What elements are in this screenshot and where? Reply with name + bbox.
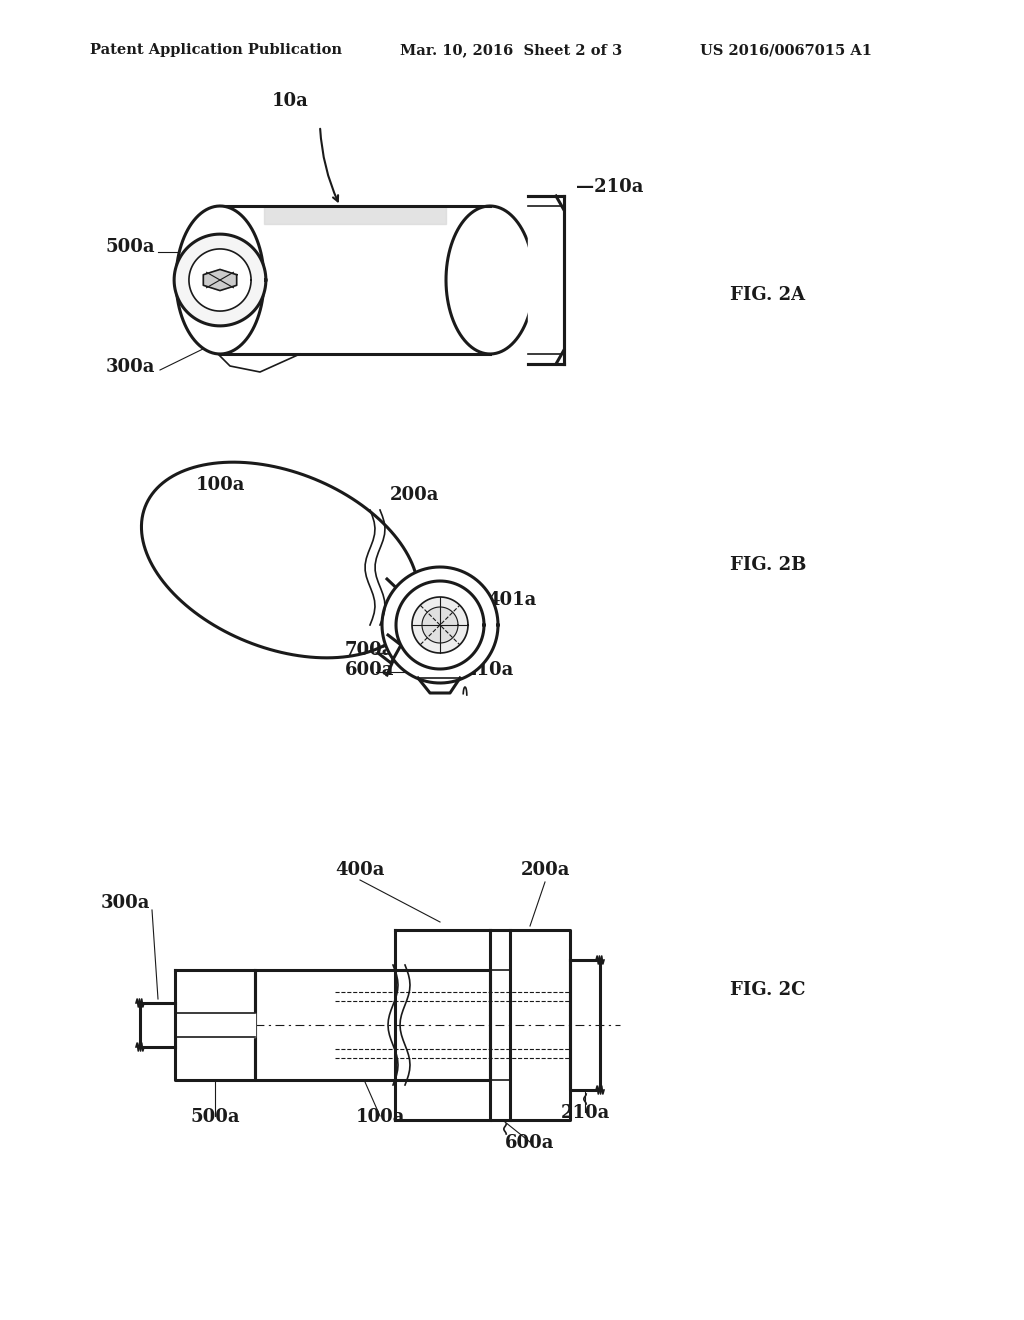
Text: 600a: 600a [345,661,394,678]
Polygon shape [382,568,498,682]
Text: FIG. 2B: FIG. 2B [730,556,806,574]
Text: 400a: 400a [335,861,385,879]
Text: 500a: 500a [105,238,155,256]
Polygon shape [204,269,237,290]
Polygon shape [446,206,534,354]
Polygon shape [255,970,490,1080]
Polygon shape [141,462,419,657]
Polygon shape [175,970,255,1080]
Text: 500a: 500a [190,1107,240,1126]
Polygon shape [188,249,251,312]
Text: 100a: 100a [196,477,245,494]
Polygon shape [140,1003,175,1047]
Text: 300a: 300a [105,358,155,376]
Polygon shape [176,206,264,354]
Polygon shape [490,931,570,1119]
Text: 210a: 210a [560,1104,609,1122]
Text: US 2016/0067015 A1: US 2016/0067015 A1 [700,44,872,57]
Polygon shape [570,960,600,1090]
Text: Patent Application Publication: Patent Application Publication [90,44,342,57]
Text: FIG. 2A: FIG. 2A [730,286,805,304]
Text: 210a: 210a [465,661,514,678]
Polygon shape [175,1012,255,1038]
Polygon shape [396,581,484,669]
Polygon shape [220,206,490,354]
Polygon shape [528,195,564,364]
Text: 10a: 10a [271,92,308,110]
Text: 401a: 401a [487,591,537,609]
Text: Mar. 10, 2016  Sheet 2 of 3: Mar. 10, 2016 Sheet 2 of 3 [400,44,623,57]
Text: FIG. 2C: FIG. 2C [730,981,806,999]
Polygon shape [264,206,446,224]
Text: 600a: 600a [505,1134,555,1152]
Text: 200a: 200a [520,861,569,879]
Text: 100a: 100a [355,1107,404,1126]
Polygon shape [174,234,266,326]
Text: 700a: 700a [345,642,394,659]
Polygon shape [412,597,468,653]
Polygon shape [422,607,458,643]
Text: 200a: 200a [390,486,439,504]
Text: —210a: —210a [575,178,643,195]
Polygon shape [395,931,490,1119]
Text: 300a: 300a [100,894,150,912]
